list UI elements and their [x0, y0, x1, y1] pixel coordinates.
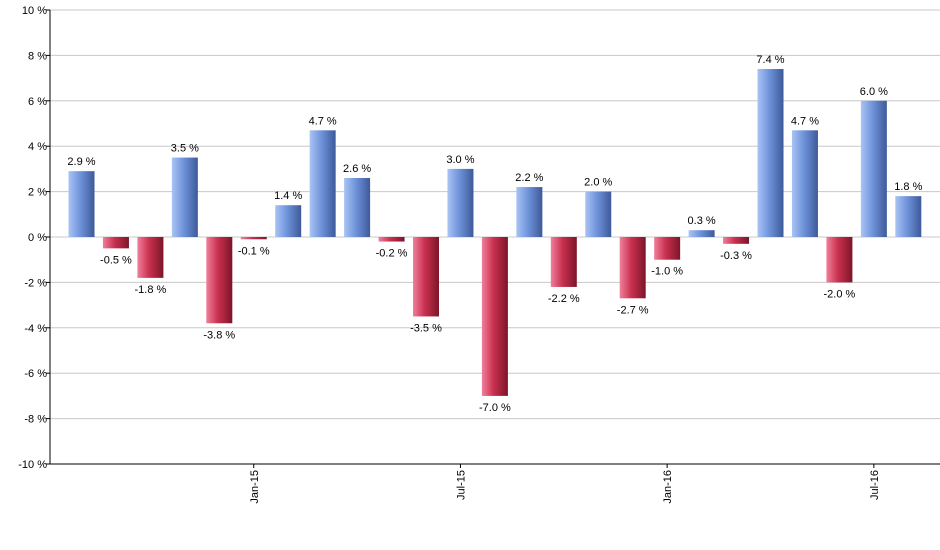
- data-label: -1.0 %: [651, 266, 683, 278]
- data-label: 7.4 %: [756, 54, 784, 66]
- data-label: 2.6 %: [343, 163, 371, 175]
- data-label: -0.2 %: [376, 248, 408, 260]
- data-label: -3.8 %: [203, 329, 235, 341]
- data-label: -2.2 %: [548, 293, 580, 305]
- bar: [137, 237, 164, 278]
- bar: [309, 130, 336, 237]
- bar: [688, 230, 715, 237]
- y-tick-label: 2 %: [28, 187, 47, 199]
- x-tick-label: Jan-15: [249, 470, 261, 504]
- bar: [860, 100, 887, 237]
- data-label: -0.3 %: [720, 250, 752, 262]
- data-label: -7.0 %: [479, 402, 511, 414]
- y-tick-label: -6 %: [24, 368, 47, 380]
- y-tick-label: 10 %: [22, 5, 47, 17]
- y-tick-label: -4 %: [24, 323, 47, 335]
- bar: [516, 187, 543, 237]
- data-label: 2.2 %: [515, 172, 543, 184]
- y-tick-label: 8 %: [28, 50, 47, 62]
- x-tick-label: Jan-16: [662, 470, 674, 504]
- data-label: 6.0 %: [860, 86, 888, 98]
- y-tick-label: -2 %: [24, 277, 47, 289]
- y-tick-label: -10 %: [18, 459, 47, 471]
- y-tick-label: 6 %: [28, 96, 47, 108]
- bar: [550, 237, 577, 287]
- data-label: -0.1 %: [238, 245, 270, 257]
- data-label: 3.0 %: [446, 154, 474, 166]
- bar: [240, 237, 267, 240]
- bar: [723, 237, 750, 244]
- y-tick-label: -8 %: [24, 414, 47, 426]
- data-label: 1.8 %: [894, 181, 922, 193]
- bar: [757, 69, 784, 238]
- y-tick-label: 4 %: [28, 141, 47, 153]
- data-label: 4.7 %: [309, 115, 337, 127]
- x-tick-label: Jul-15: [455, 470, 467, 500]
- bar: [791, 130, 818, 237]
- data-label: -3.5 %: [410, 322, 442, 334]
- bar: [68, 171, 95, 237]
- data-label: -0.5 %: [100, 254, 132, 266]
- data-label: 1.4 %: [274, 190, 302, 202]
- bar: [826, 237, 853, 283]
- data-label: 0.3 %: [688, 215, 716, 227]
- data-label: 2.9 %: [67, 156, 95, 168]
- bar: [206, 237, 233, 324]
- bar: [102, 237, 129, 249]
- bar: [413, 237, 439, 317]
- bar: [447, 168, 474, 237]
- data-label: 4.7 %: [791, 115, 819, 127]
- bar: [654, 237, 681, 260]
- data-label: 3.5 %: [171, 143, 199, 155]
- bar: [481, 237, 508, 396]
- bar: [895, 196, 922, 237]
- data-label: 2.0 %: [584, 177, 612, 189]
- data-labels: 2.9 % -0.5 % -1.8 % 3.5 % -3.8 % -0.1 % 1.4 % 4…: [67, 54, 922, 414]
- x-tick-label: Jul-16: [869, 470, 881, 500]
- bar: [171, 157, 198, 237]
- data-label: -2.7 %: [617, 304, 649, 316]
- bar: [344, 177, 371, 237]
- data-label: -1.8 %: [135, 284, 167, 296]
- bars: [68, 69, 922, 396]
- data-label: -2.0 %: [824, 288, 856, 300]
- bar: [275, 205, 302, 237]
- bar: [619, 237, 646, 299]
- axes: -10 % -8 % -6 % -4 % -2 % 0 % 2 % 4 % 6 % 8 % 10 %…: [18, 5, 940, 504]
- y-tick-label: 0 %: [28, 232, 47, 244]
- bar: [378, 237, 405, 242]
- bar: [585, 191, 612, 237]
